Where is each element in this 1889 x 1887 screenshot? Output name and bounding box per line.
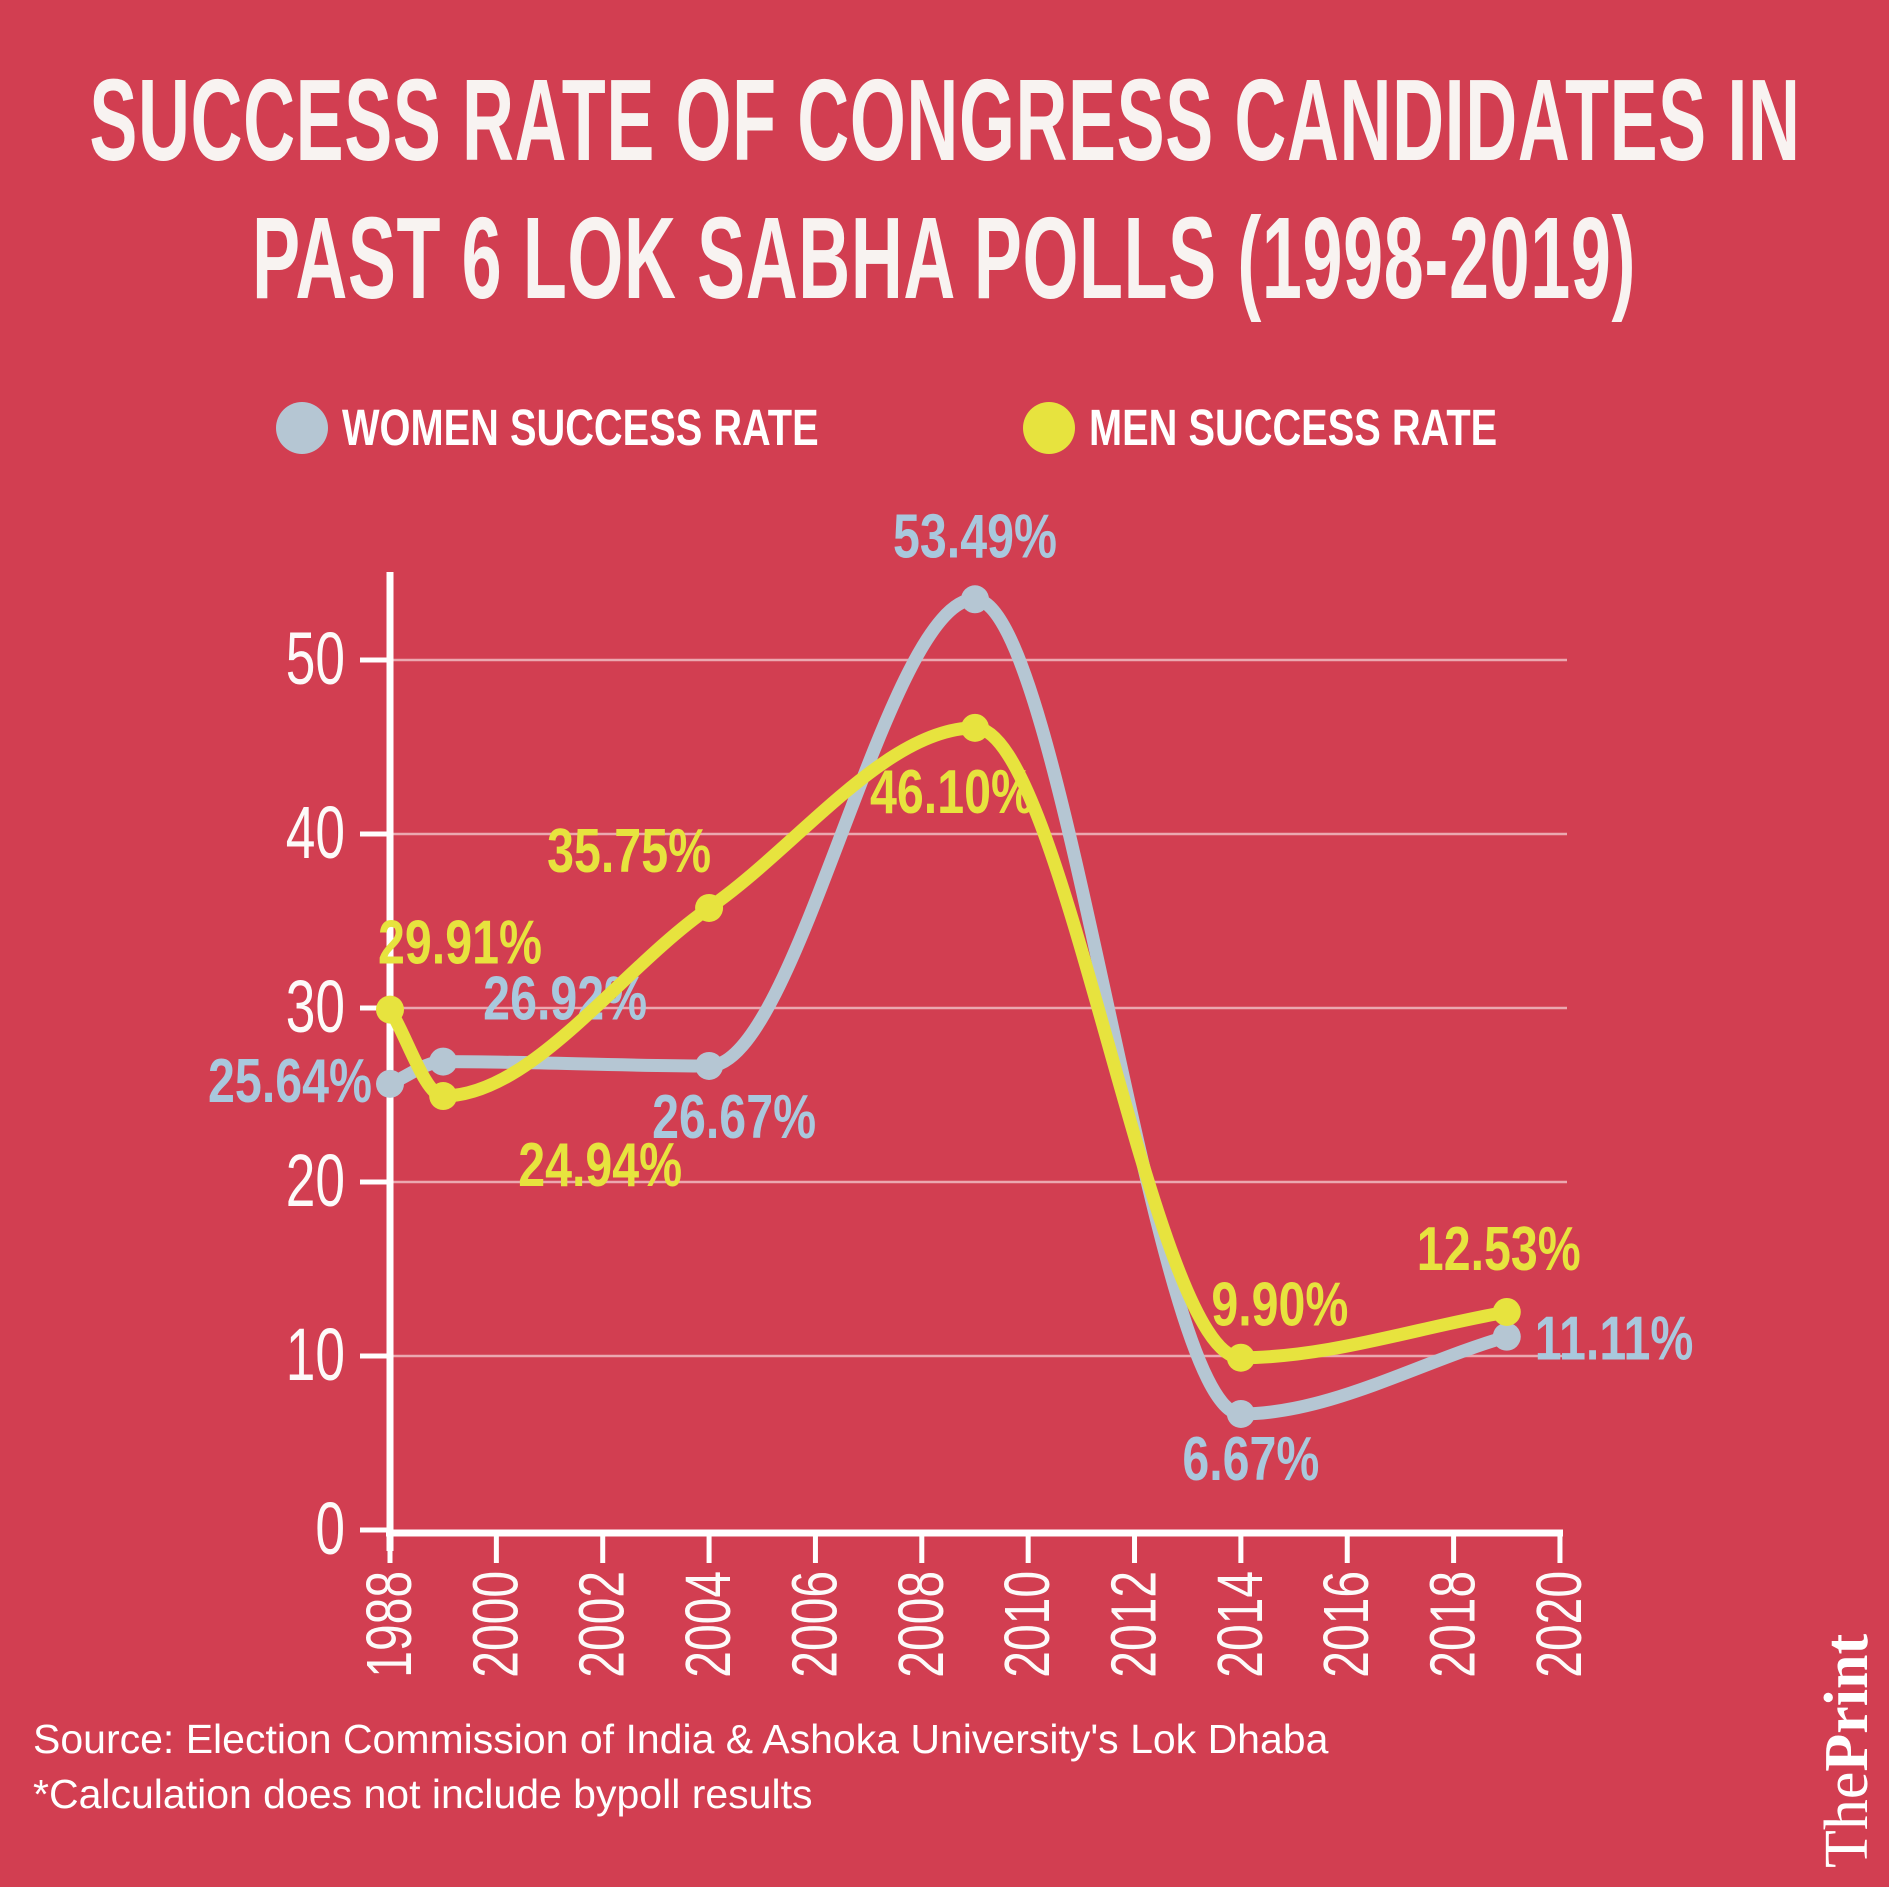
x-tick-label-2018: 2018: [1417, 1571, 1488, 1678]
men-series-dot-icon: [1023, 401, 1076, 454]
men-success-rate-point-1998: [376, 995, 404, 1024]
svg-text:12.53%: 12.53%: [1417, 1214, 1581, 1283]
x-tick-label-2008: 2008: [885, 1571, 956, 1678]
women-success-rate-value-label-2009: 53.49%: [893, 502, 1057, 571]
svg-text:9.90%: 9.90%: [1211, 1270, 1348, 1339]
men-success-rate-value-label-1999: 24.94%: [518, 1130, 682, 1199]
svg-text:2020: 2020: [1523, 1571, 1594, 1678]
men-success-rate-value-label-2019: 12.53%: [1417, 1214, 1581, 1283]
x-tick-label-2020: 2020: [1523, 1571, 1594, 1678]
svg-text:2006: 2006: [779, 1571, 850, 1678]
women-success-rate-point-2019: [1492, 1322, 1521, 1351]
svg-text:2018: 2018: [1417, 1571, 1488, 1678]
logo-print: Print: [1812, 1633, 1881, 1772]
women-series-dot-icon: [276, 401, 329, 454]
women-success-rate-point-1998: [376, 1069, 404, 1098]
legend-label-women: WOMEN SUCCESS RATE: [342, 399, 819, 456]
svg-text:11.11%: 11.11%: [1535, 1304, 1694, 1373]
svg-text:29.91%: 29.91%: [378, 908, 542, 977]
source-note: Source: Election Commission of India & A…: [33, 1712, 1328, 1823]
legend-item-men: MEN SUCCESS RATE: [1023, 398, 1612, 457]
chart-title-line-2: PAST 6 LOK SABHA POLLS (1998-2019): [252, 193, 1637, 323]
svg-text:30: 30: [286, 965, 345, 1048]
svg-text:0: 0: [315, 1487, 345, 1570]
svg-text:2010: 2010: [991, 1571, 1062, 1678]
y-tick-label-50: 50: [286, 617, 345, 700]
svg-text:25.64%: 25.64%: [208, 1046, 372, 1115]
x-tick-label-1988: 1988: [353, 1571, 424, 1678]
svg-text:20: 20: [286, 1139, 345, 1222]
svg-text:2004: 2004: [672, 1571, 743, 1678]
svg-text:46.10%: 46.10%: [870, 757, 1034, 826]
y-tick-label-30: 30: [286, 965, 345, 1048]
men-success-rate-point-2009: [960, 713, 989, 742]
chart-title-line-1: SUCCESS RATE OF CONGRESS CANDIDATES IN: [88, 55, 1801, 185]
women-success-rate-value-label-2014: 6.67%: [1182, 1424, 1319, 1493]
y-tick-label-20: 20: [286, 1139, 345, 1222]
men-success-rate-point-2019: [1492, 1297, 1521, 1326]
logo-the: The: [1812, 1771, 1881, 1868]
svg-text:2012: 2012: [1098, 1571, 1169, 1678]
women-success-rate-point-2009: [960, 585, 989, 614]
svg-text:6.67%: 6.67%: [1182, 1424, 1319, 1493]
men-success-rate-value-label-1998: 29.91%: [378, 908, 542, 977]
women-success-rate-value-label-1999: 26.92%: [483, 964, 647, 1033]
svg-text:2002: 2002: [566, 1571, 637, 1678]
svg-text:26.92%: 26.92%: [483, 964, 647, 1033]
women-success-rate-value-label-1998: 25.64%: [208, 1046, 372, 1115]
women-success-rate-value-label-2004: 26.67%: [652, 1082, 816, 1151]
women-success-rate-point-1999: [429, 1047, 458, 1076]
men-success-rate-value-label-2014: 9.90%: [1211, 1270, 1348, 1339]
svg-text:40: 40: [286, 791, 345, 874]
women-success-rate-value-label-2019: 11.11%: [1535, 1304, 1694, 1373]
chart-legend: WOMEN SUCCESS RATE MEN SUCCESS RATE: [0, 398, 1889, 457]
svg-text:1988: 1988: [353, 1571, 424, 1678]
men-success-rate-point-2014: [1226, 1343, 1255, 1372]
svg-text:2016: 2016: [1311, 1571, 1382, 1678]
svg-text:10: 10: [286, 1313, 345, 1396]
x-tick-label-2000: 2000: [460, 1571, 531, 1678]
y-tick-label-40: 40: [286, 791, 345, 874]
y-tick-label-0: 0: [315, 1487, 345, 1570]
x-tick-label-2014: 2014: [1204, 1571, 1275, 1678]
svg-text:53.49%: 53.49%: [893, 502, 1057, 571]
women-success-rate-point-2004: [695, 1051, 724, 1080]
footnote-line: *Calculation does not include bypoll res…: [33, 1771, 813, 1818]
women-success-rate-point-2014: [1226, 1399, 1255, 1428]
men-success-rate-value-label-2009: 46.10%: [870, 757, 1034, 826]
svg-text:2014: 2014: [1204, 1571, 1275, 1678]
theprint-logo: The Print: [1812, 1558, 1881, 1868]
y-tick-label-10: 10: [286, 1313, 345, 1396]
x-tick-label-2002: 2002: [566, 1571, 637, 1678]
svg-text:50: 50: [286, 617, 345, 700]
x-tick-label-2010: 2010: [991, 1571, 1062, 1678]
men-success-rate-point-1999: [429, 1082, 458, 1111]
svg-text:2008: 2008: [885, 1571, 956, 1678]
svg-text:35.75%: 35.75%: [547, 816, 711, 885]
men-success-rate-point-2004: [695, 893, 724, 922]
legend-item-women: WOMEN SUCCESS RATE: [276, 398, 953, 457]
x-tick-label-2016: 2016: [1311, 1571, 1382, 1678]
legend-label-men: MEN SUCCESS RATE: [1089, 399, 1498, 456]
x-tick-label-2012: 2012: [1098, 1571, 1169, 1678]
source-line: Source: Election Commission of India & A…: [33, 1716, 1329, 1762]
chart-title: SUCCESS RATE OF CONGRESS CANDIDATES IN P…: [0, 62, 1889, 316]
svg-text:24.94%: 24.94%: [518, 1130, 682, 1199]
men-success-rate-value-label-2004: 35.75%: [547, 816, 711, 885]
svg-text:26.67%: 26.67%: [652, 1082, 816, 1151]
svg-text:2000: 2000: [460, 1571, 531, 1678]
x-tick-label-2006: 2006: [779, 1571, 850, 1678]
x-tick-label-2004: 2004: [672, 1571, 743, 1678]
